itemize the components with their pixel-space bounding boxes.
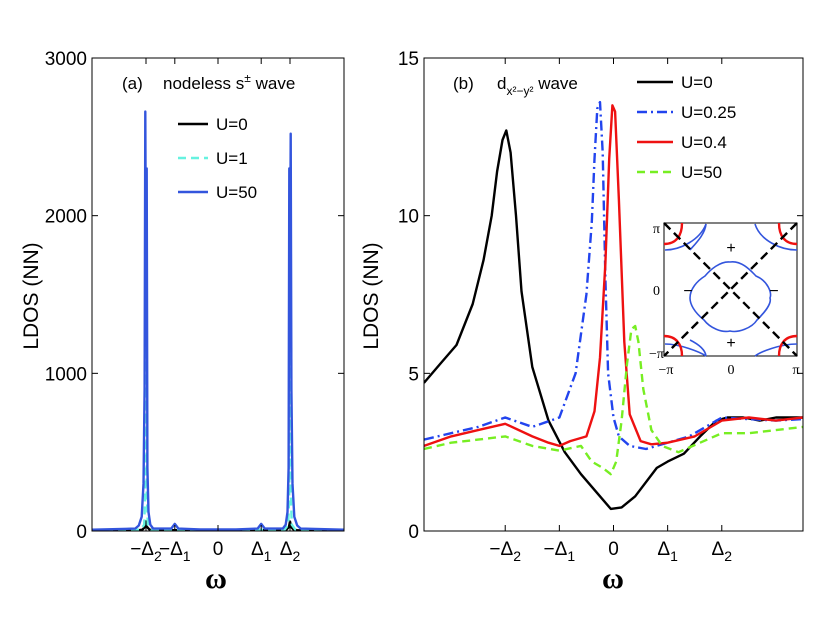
panel-b-annotation: dx²−y² wave [497,74,578,98]
inset-xtick-minus-pi: −π [659,363,674,378]
legend-label: U=50 [681,163,722,182]
panel-a-annotation-main: nodeless s [163,74,244,93]
inset-node-diagonal-2 [663,222,798,357]
xtick-label: −Δ1 [159,539,191,564]
xtick-label: Δ2 [280,539,301,564]
inset-xtick-zero: 0 [728,363,735,378]
panel-b-y-ticks: 0 5 10 15 [398,49,803,543]
panel-b-label: (b) [453,74,474,93]
panel-a-legend: U=0 U=1 U=50 [178,115,257,202]
panel-b-annotation-main: d [497,74,506,93]
panel-a-annotation-sup: ± [244,71,251,85]
inset-sign-bottom: + [726,335,735,352]
xtick-label: −Δ1 [544,539,576,564]
panel-b-xlabel: ω [602,562,624,595]
panel-b-annotation-tail: wave [533,74,577,93]
legend-label: U=0.4 [681,133,727,152]
ytick-label: 1000 [45,364,87,385]
inset-outer-contour-left [689,223,707,357]
legend-label: U=1 [216,149,248,168]
inset-outer-contour-bottom [664,343,798,357]
panel-b-series-u-0-4 [424,104,803,448]
panel-a-series-u-50 [92,110,344,531]
panel-a: 0 1000 2000 3000 −Δ2−Δ1 0 Δ1 Δ2 LDOS (NN) ω (a… [20,49,345,595]
ytick-label: 3000 [45,49,87,70]
panel-b-annotation-sub: x²−y² [506,84,533,98]
inset-ytick-minus-pi: −π [649,347,664,362]
panel-a-xlabel: ω [205,562,227,595]
panel-a-annotation-tail: wave [251,74,295,93]
panel-a-ylabel: LDOS (NN) [20,242,43,349]
panel-a-annotation: nodeless s± wave [163,71,295,93]
xtick-label: Δ2 [712,539,733,564]
inset-xtick-pi: π [792,363,799,378]
inset-curves [663,222,798,357]
panel-a-x-ticks: −Δ2−Δ1 0 Δ1 Δ2 [130,58,300,564]
xtick-label: −Δ2 [489,539,521,564]
ytick-label: 15 [398,49,419,70]
inset-sign-left: − [683,283,692,300]
ytick-label: 0 [408,522,419,543]
ytick-label: 2000 [45,207,87,228]
xtick-label: Δ1 [251,539,272,564]
inset-node-diagonal-1 [663,222,798,357]
ytick-label: 5 [408,364,419,385]
panel-b-legend: U=0 U=0.25 U=0.4 U=50 [637,73,736,182]
legend-label: U=0.25 [681,103,736,122]
panel-b-series-u-50 [424,324,803,476]
panel-a-plot-area [92,110,344,531]
panel-b-plot-area [424,100,803,511]
panel-a-y-ticks: 0 1000 2000 3000 [45,49,344,543]
inset-ytick-zero: 0 [653,284,660,299]
xtick-label: Δ1 [657,539,678,564]
inset-sign-top: + [726,240,735,257]
inset-outer-contour-top [664,223,798,251]
legend-label: U=0 [216,115,248,134]
xtick-label: −Δ2 [130,539,162,564]
panel-b-ylabel: LDOS (NN) [360,242,383,349]
panel-a-label: (a) [122,74,143,93]
inset-hole-pocket-center [689,261,772,333]
panel-b-x-ticks: −Δ2 −Δ1 0 Δ1 Δ2 [489,58,732,564]
inset-electron-pocket-tl [663,222,684,246]
legend-label: U=0 [681,73,713,92]
inset-electron-pocket-tr [777,222,798,246]
legend-label: U=50 [216,183,257,202]
ytick-label: 10 [398,207,419,228]
panel-a-series-u-1 [92,170,344,531]
ytick-label: 0 [76,522,87,543]
inset-sign-right: − [769,283,778,300]
fermi-surface-inset: + − − + π 0 −π −π 0 π [649,222,800,378]
xtick-label: 0 [608,539,619,560]
panel-b: 0 5 10 15 −Δ2 −Δ1 0 Δ1 Δ2 LDOS (NN) ω (b) dx²−y… [360,49,804,595]
inset-ytick-pi: π [653,222,660,237]
xtick-label: 0 [213,539,224,560]
